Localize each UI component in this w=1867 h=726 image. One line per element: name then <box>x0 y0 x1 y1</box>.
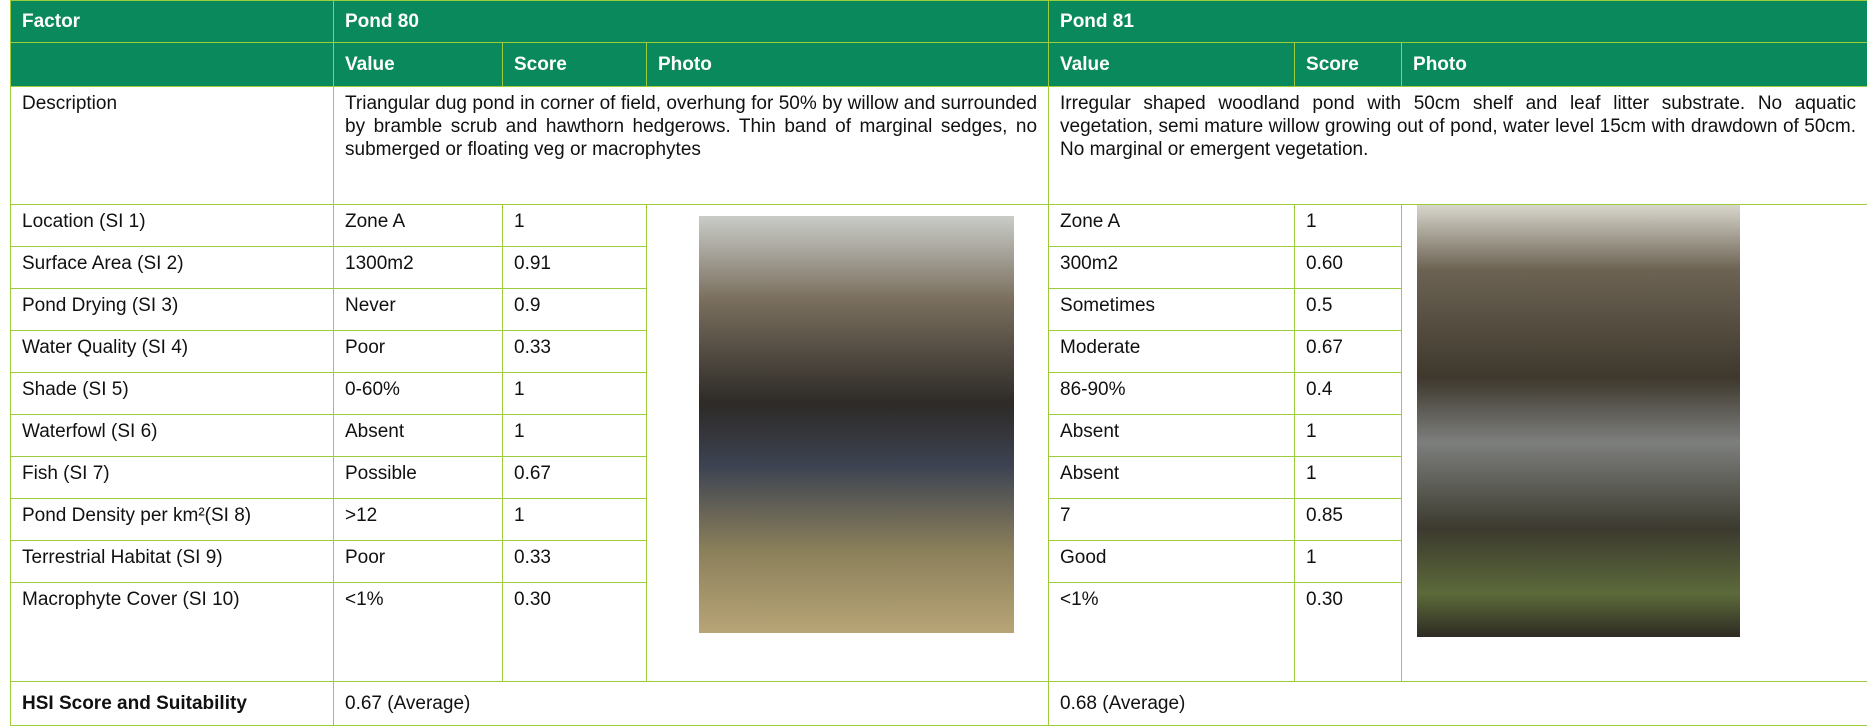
score: 0.30 <box>503 583 647 682</box>
factor-label: Shade (SI 5) <box>11 373 334 415</box>
factor-label: Water Quality (SI 4) <box>11 331 334 373</box>
score: 1 <box>1295 415 1402 457</box>
factor-label: Pond Density per km²(SI 8) <box>11 499 334 541</box>
header-pond: Pond 81 <box>1049 1 1867 43</box>
factor-label: Fish (SI 7) <box>11 457 334 499</box>
hsi-score: 0.68 (Average) <box>1049 682 1867 726</box>
photo-cell <box>647 205 1049 682</box>
value: Absent <box>334 415 503 457</box>
value: Good <box>1049 541 1295 583</box>
value: Poor <box>334 331 503 373</box>
score: 0.4 <box>1295 373 1402 415</box>
factor-label: Location (SI 1) <box>11 205 334 247</box>
value: 300m2 <box>1049 247 1295 289</box>
page: FactorPond 80Pond 81ValueScorePhotoValue… <box>0 0 1867 725</box>
value: 0-60% <box>334 373 503 415</box>
value: Zone A <box>334 205 503 247</box>
score: 0.67 <box>1295 331 1402 373</box>
factor-label: Surface Area (SI 2) <box>11 247 334 289</box>
score: 1 <box>1295 205 1402 247</box>
subheader: Photo <box>1402 43 1867 87</box>
score: 1 <box>503 499 647 541</box>
score: 1 <box>503 373 647 415</box>
factor-label: Waterfowl (SI 6) <box>11 415 334 457</box>
value: Sometimes <box>1049 289 1295 331</box>
value: Absent <box>1049 457 1295 499</box>
score: 0.9 <box>503 289 647 331</box>
score: 0.33 <box>503 331 647 373</box>
row-label: Description <box>11 87 334 205</box>
score: 1 <box>503 205 647 247</box>
value: Possible <box>334 457 503 499</box>
subheader: Value <box>1049 43 1295 87</box>
hsi-label: HSI Score and Suitability <box>11 682 334 726</box>
factor-label: Pond Drying (SI 3) <box>11 289 334 331</box>
value: Never <box>334 289 503 331</box>
value: Moderate <box>1049 331 1295 373</box>
value: 1300m2 <box>334 247 503 289</box>
score: 1 <box>503 415 647 457</box>
score: 0.33 <box>503 541 647 583</box>
header-blank <box>11 43 334 87</box>
value: Zone A <box>1049 205 1295 247</box>
score: 0.60 <box>1295 247 1402 289</box>
description: Triangular dug pond in corner of field, … <box>334 87 1049 205</box>
description: Irregular shaped woodland pond with 50cm… <box>1049 87 1867 205</box>
score: 1 <box>1295 457 1402 499</box>
score: 0.67 <box>503 457 647 499</box>
subheader: Photo <box>647 43 1049 87</box>
hsi-score: 0.67 (Average) <box>334 682 1049 726</box>
value: <1% <box>1049 583 1295 682</box>
header-factor: Factor <box>11 1 334 43</box>
subheader: Score <box>503 43 647 87</box>
subheader: Value <box>334 43 503 87</box>
pond-photo <box>699 216 1014 633</box>
score: 1 <box>1295 541 1402 583</box>
pond-photo <box>1417 205 1740 637</box>
value: 7 <box>1049 499 1295 541</box>
factor-label: Macrophyte Cover (SI 10) <box>11 583 334 682</box>
factor-label: Terrestrial Habitat (SI 9) <box>11 541 334 583</box>
header-pond: Pond 80 <box>334 1 1049 43</box>
value: Absent <box>1049 415 1295 457</box>
photo-cell <box>1402 205 1867 682</box>
score: 0.85 <box>1295 499 1402 541</box>
score: 0.91 <box>503 247 647 289</box>
value: 86-90% <box>1049 373 1295 415</box>
score: 0.30 <box>1295 583 1402 682</box>
value: <1% <box>334 583 503 682</box>
value: Poor <box>334 541 503 583</box>
subheader: Score <box>1295 43 1402 87</box>
value: >12 <box>334 499 503 541</box>
score: 0.5 <box>1295 289 1402 331</box>
